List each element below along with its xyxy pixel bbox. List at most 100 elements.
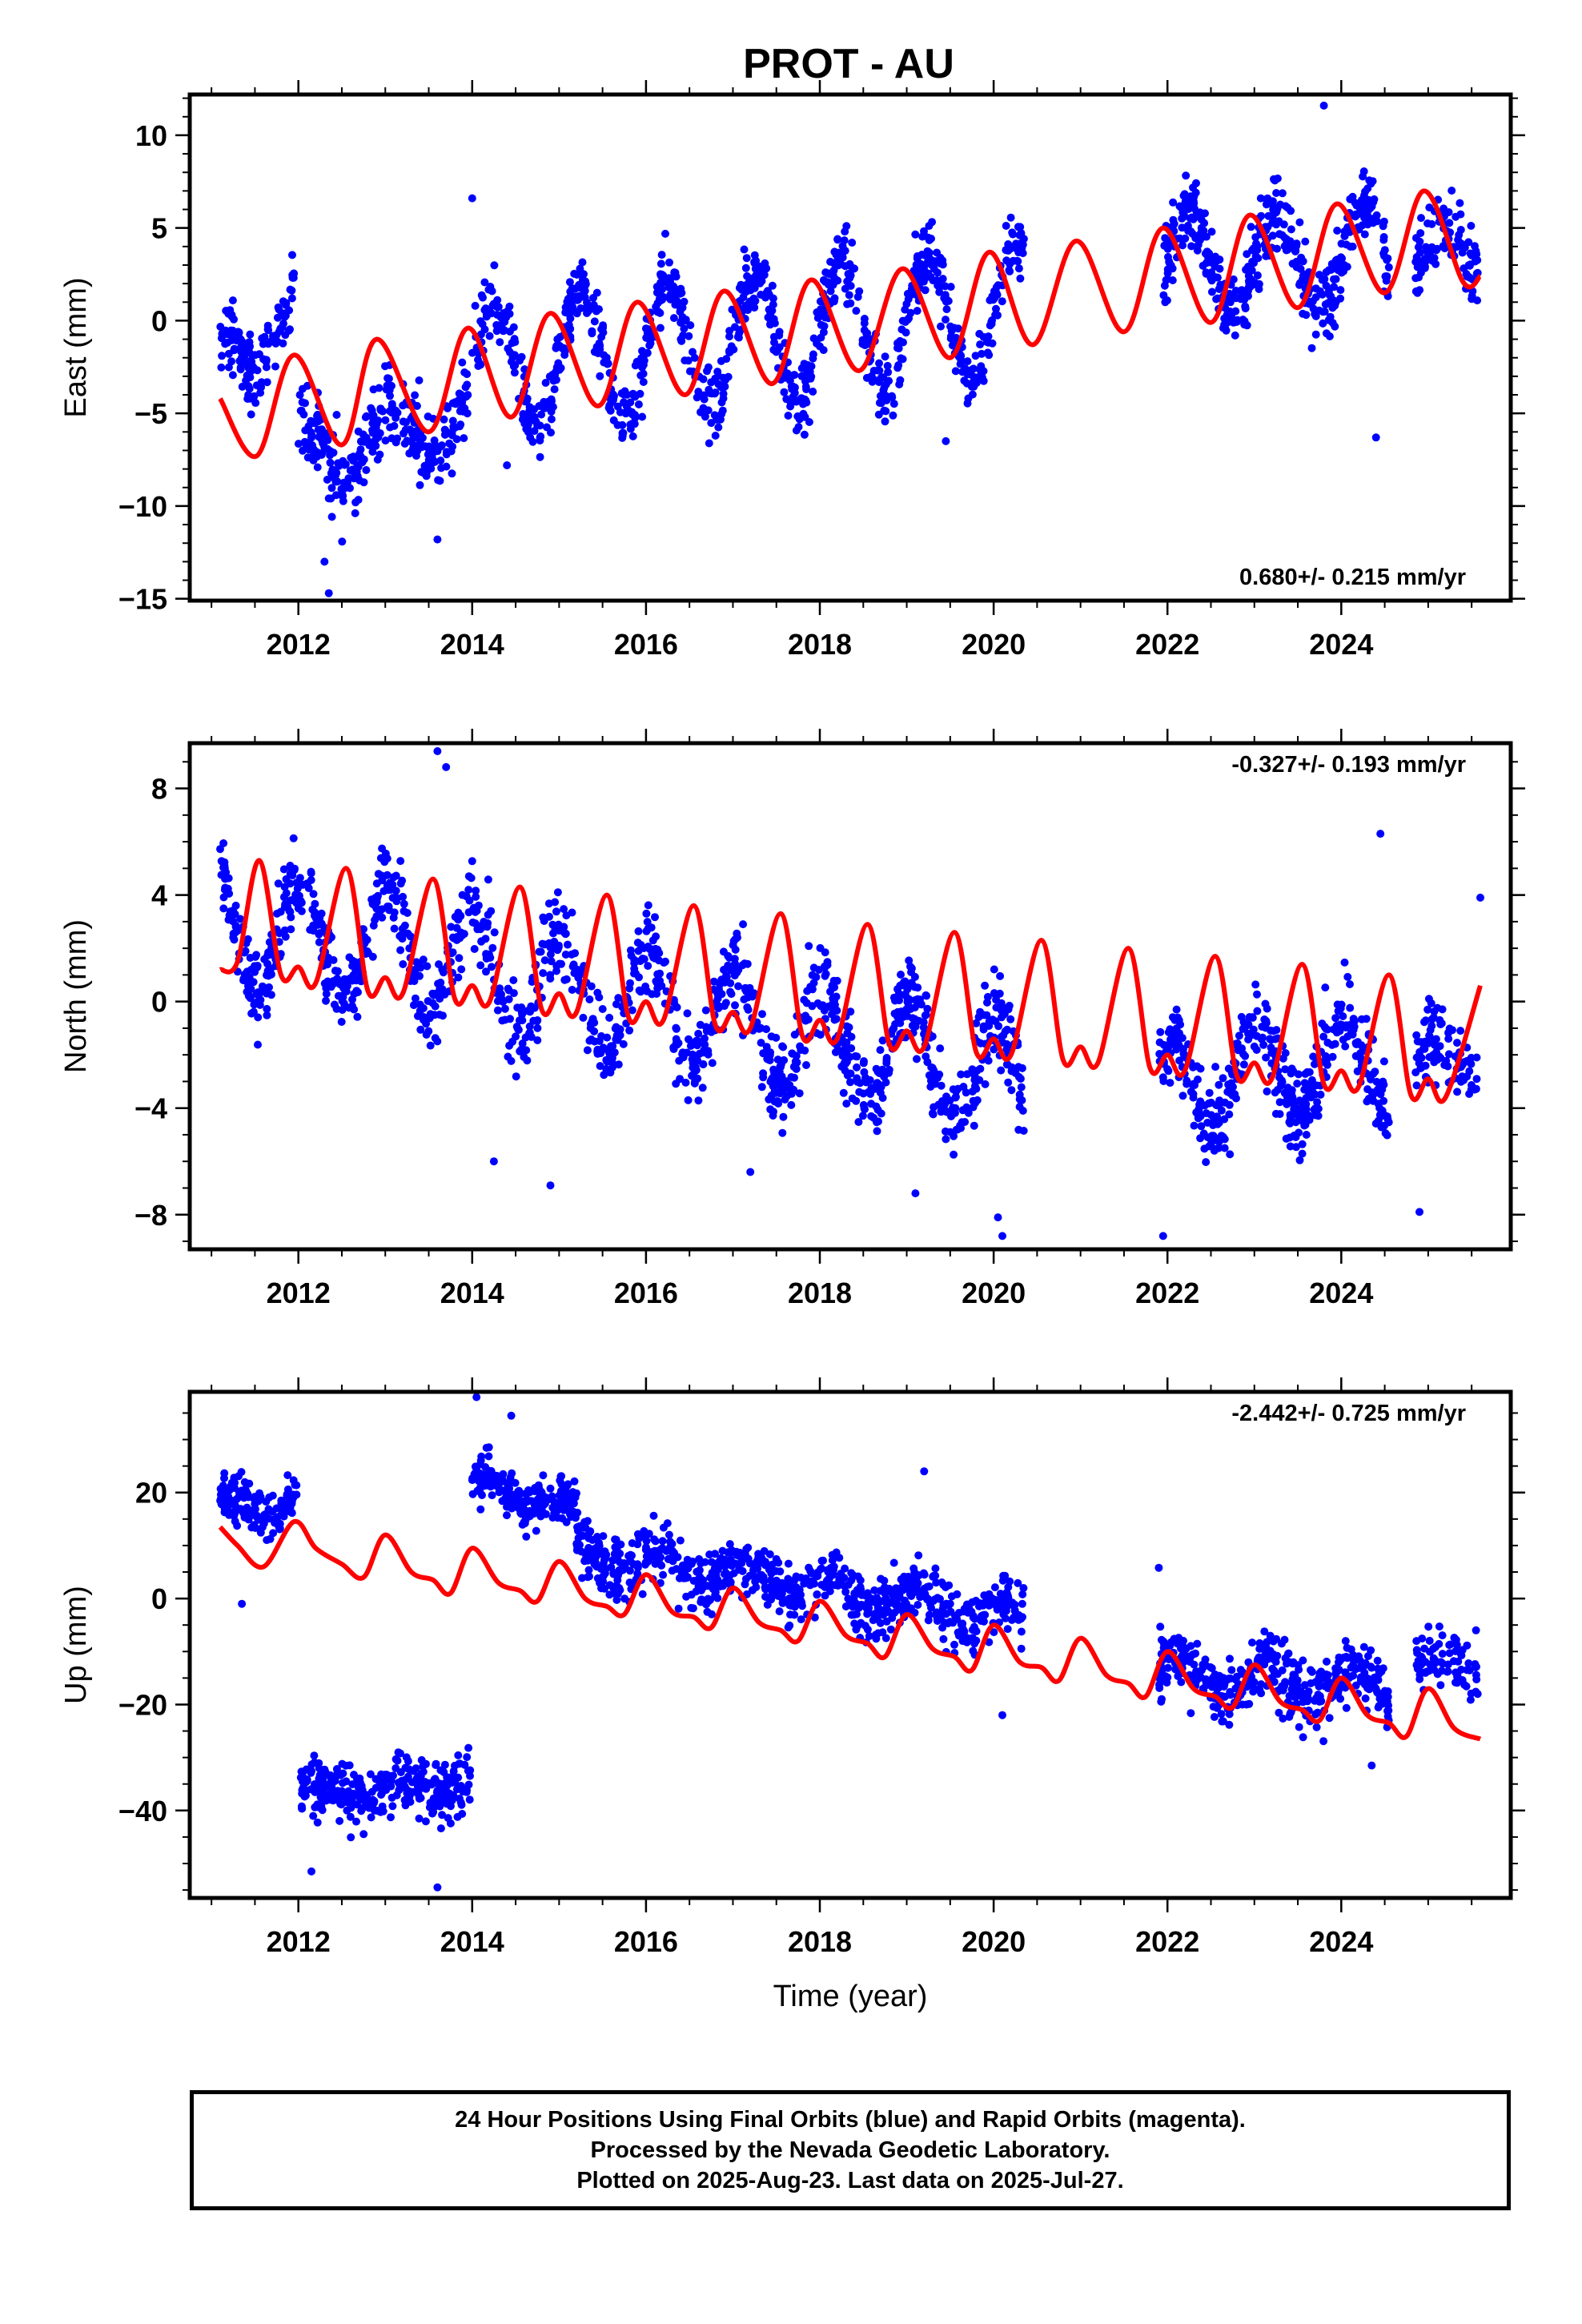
data-point	[564, 308, 573, 317]
data-point	[230, 1511, 239, 1520]
data-point	[254, 1040, 262, 1049]
data-point	[433, 1787, 442, 1795]
data-point	[583, 1517, 592, 1526]
data-point	[1418, 260, 1427, 269]
plot-panels: 2012 2014 2016 2018 2020 2022 2024−15−10−50510…	[59, 80, 1525, 2013]
data-point	[309, 1811, 318, 1820]
data-point	[297, 1767, 306, 1776]
data-point	[500, 1004, 509, 1013]
data-point	[1006, 213, 1015, 222]
data-point	[362, 466, 371, 474]
data-point	[281, 932, 290, 941]
data-point	[327, 513, 336, 521]
data-point	[874, 1117, 882, 1126]
data-point	[1207, 1098, 1215, 1107]
data-point	[568, 962, 577, 971]
data-point	[1198, 227, 1206, 236]
data-point	[819, 346, 828, 355]
data-point	[778, 1128, 787, 1137]
data-point	[1156, 1027, 1165, 1036]
data-point	[1344, 227, 1353, 235]
data-point	[411, 968, 420, 977]
data-point	[817, 1002, 825, 1011]
data-point	[1251, 980, 1260, 989]
data-point	[504, 1480, 513, 1489]
data-point	[725, 954, 733, 962]
data-point	[1314, 1112, 1323, 1120]
data-point	[968, 1068, 977, 1077]
data-point	[311, 914, 320, 923]
data-point	[229, 929, 238, 938]
data-point	[359, 478, 368, 487]
panel-up: 2012 2014 2016 2018 2020 2022 2024−40−20020Up …	[59, 1377, 1525, 2013]
data-point	[391, 1764, 400, 1772]
data-point	[463, 370, 472, 379]
data-point	[383, 854, 391, 862]
data-point	[583, 309, 591, 317]
data-point	[634, 400, 643, 408]
data-point	[744, 1005, 753, 1014]
data-point	[1282, 1134, 1291, 1143]
data-point	[1411, 287, 1420, 296]
data-point	[1424, 995, 1433, 1003]
data-point	[883, 361, 892, 370]
data-point	[279, 1512, 288, 1521]
data-point	[1191, 234, 1200, 243]
data-point	[1227, 1079, 1235, 1088]
data-point	[242, 376, 251, 385]
data-point	[438, 1811, 447, 1819]
data-point	[588, 328, 596, 336]
data-point	[444, 404, 452, 412]
data-point	[691, 1039, 700, 1047]
data-point	[743, 300, 752, 309]
data-point	[620, 398, 628, 407]
data-point	[263, 1004, 271, 1013]
data-point	[1456, 199, 1464, 207]
data-point	[278, 1499, 287, 1508]
data-point	[317, 1802, 326, 1810]
data-point	[327, 1775, 335, 1783]
data-point	[251, 952, 259, 961]
data-point	[539, 1471, 548, 1480]
data-point	[1327, 292, 1335, 300]
data-point	[656, 259, 665, 268]
east-rate-annotation: 0.680+/- 0.215 mm/yr	[1239, 565, 1466, 590]
data-point	[1463, 1056, 1472, 1065]
data-point	[327, 494, 335, 503]
data-point	[239, 1509, 248, 1518]
data-point	[1359, 172, 1367, 181]
data-point	[1467, 222, 1476, 230]
data-point	[221, 883, 230, 892]
data-point	[990, 1045, 998, 1054]
data-point	[1415, 273, 1423, 282]
data-point	[409, 1001, 418, 1010]
data-point	[259, 1519, 268, 1528]
data-point	[411, 994, 420, 1003]
data-point	[1313, 1098, 1322, 1107]
data-point	[641, 982, 650, 991]
data-point	[644, 943, 652, 951]
y-tick-label: 0	[151, 304, 167, 337]
data-point	[789, 382, 797, 391]
data-point	[330, 979, 339, 987]
data-point	[628, 432, 637, 440]
data-point	[681, 356, 689, 365]
data-point	[962, 1103, 971, 1112]
data-point	[788, 1049, 797, 1058]
data-point	[492, 1482, 501, 1490]
data-point	[984, 1056, 993, 1065]
data-point-outlier	[911, 1189, 920, 1198]
data-point	[1326, 312, 1335, 321]
data-point	[568, 986, 576, 994]
data-point	[1346, 1003, 1355, 1012]
data-point	[1202, 268, 1211, 277]
data-point	[1322, 281, 1331, 290]
data-point	[268, 1491, 277, 1500]
data-point	[964, 394, 973, 403]
data-point	[607, 399, 616, 408]
data-point	[1213, 273, 1222, 282]
data-point	[1253, 271, 1262, 279]
data-point	[1471, 257, 1480, 266]
data-point	[1433, 1003, 1442, 1012]
data-point	[345, 953, 354, 962]
